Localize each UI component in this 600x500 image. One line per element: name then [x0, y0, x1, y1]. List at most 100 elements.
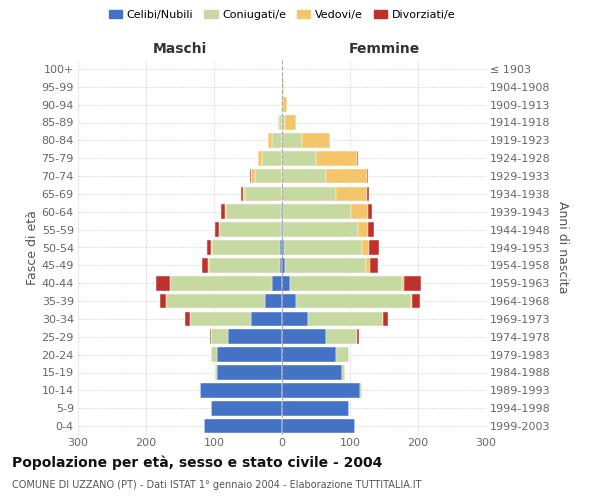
Bar: [282, 383, 360, 398]
Bar: [215, 365, 217, 380]
Bar: [282, 168, 326, 184]
Bar: [255, 168, 282, 184]
Text: COMUNE DI UZZANO (PT) - Dati ISTAT 1° gennaio 2004 - Elaborazione TUTTITALIA.IT: COMUNE DI UZZANO (PT) - Dati ISTAT 1° ge…: [12, 480, 421, 490]
Bar: [282, 258, 285, 272]
Bar: [210, 330, 211, 344]
Bar: [283, 98, 287, 112]
Bar: [342, 365, 345, 380]
Bar: [225, 204, 226, 219]
Bar: [226, 204, 281, 219]
Bar: [326, 168, 367, 184]
Bar: [360, 383, 362, 398]
Bar: [283, 80, 284, 94]
Bar: [282, 80, 283, 94]
Legend: Celibi/Nubili, Coniugati/e, Vedovi/e, Divorziati/e: Celibi/Nubili, Coniugati/e, Vedovi/e, Di…: [104, 6, 460, 25]
Bar: [211, 401, 282, 415]
Bar: [280, 258, 282, 272]
Bar: [280, 240, 282, 255]
Y-axis label: Anni di nascita: Anni di nascita: [556, 201, 569, 294]
Bar: [296, 294, 411, 308]
Bar: [368, 222, 374, 237]
Bar: [357, 151, 358, 166]
Bar: [160, 294, 166, 308]
Bar: [370, 258, 378, 272]
Bar: [282, 151, 316, 166]
Bar: [281, 222, 282, 237]
Bar: [368, 204, 372, 219]
Bar: [204, 419, 282, 434]
Bar: [282, 330, 326, 344]
Bar: [212, 240, 280, 255]
Bar: [282, 348, 337, 362]
Bar: [290, 276, 403, 290]
Bar: [369, 240, 379, 255]
Bar: [403, 276, 404, 290]
Bar: [202, 258, 208, 272]
Bar: [200, 383, 282, 398]
Bar: [316, 151, 357, 166]
Bar: [268, 133, 272, 148]
Bar: [285, 258, 367, 272]
Bar: [279, 115, 282, 130]
Bar: [217, 348, 282, 362]
Bar: [352, 204, 368, 219]
Bar: [272, 133, 282, 148]
Bar: [282, 186, 337, 201]
Bar: [251, 312, 282, 326]
Bar: [282, 276, 290, 290]
Bar: [282, 294, 296, 308]
Bar: [211, 348, 217, 362]
Bar: [250, 168, 251, 184]
Bar: [251, 168, 255, 184]
Bar: [166, 294, 265, 308]
Bar: [383, 312, 388, 326]
Bar: [211, 330, 227, 344]
Bar: [206, 240, 211, 255]
Bar: [282, 312, 308, 326]
Bar: [283, 222, 358, 237]
Bar: [281, 98, 282, 112]
Bar: [411, 294, 412, 308]
Bar: [282, 365, 342, 380]
Bar: [282, 133, 302, 148]
Bar: [404, 276, 421, 290]
Bar: [227, 330, 282, 344]
Bar: [283, 204, 352, 219]
Text: Popolazione per età, sesso e stato civile - 2004: Popolazione per età, sesso e stato civil…: [12, 455, 382, 469]
Bar: [282, 115, 286, 130]
Bar: [241, 186, 242, 201]
Bar: [337, 186, 367, 201]
Bar: [185, 312, 190, 326]
Bar: [358, 222, 368, 237]
Bar: [282, 240, 284, 255]
Bar: [281, 204, 282, 219]
Bar: [221, 204, 225, 219]
Bar: [326, 330, 357, 344]
Bar: [337, 348, 349, 362]
Bar: [412, 294, 420, 308]
Bar: [242, 186, 245, 201]
Bar: [367, 168, 368, 184]
Bar: [190, 312, 251, 326]
Bar: [282, 98, 283, 112]
Bar: [282, 401, 349, 415]
Bar: [217, 365, 282, 380]
Bar: [367, 186, 369, 201]
Bar: [170, 276, 272, 290]
Text: Maschi: Maschi: [153, 42, 207, 56]
Bar: [367, 258, 370, 272]
Bar: [282, 222, 283, 237]
Bar: [362, 240, 369, 255]
Bar: [219, 222, 220, 237]
Bar: [282, 204, 283, 219]
Bar: [357, 330, 359, 344]
Bar: [265, 294, 282, 308]
Bar: [284, 240, 362, 255]
Bar: [215, 222, 219, 237]
Bar: [286, 115, 296, 130]
Bar: [278, 115, 279, 130]
Bar: [209, 258, 280, 272]
Bar: [272, 276, 282, 290]
Bar: [211, 240, 212, 255]
Bar: [258, 151, 262, 166]
